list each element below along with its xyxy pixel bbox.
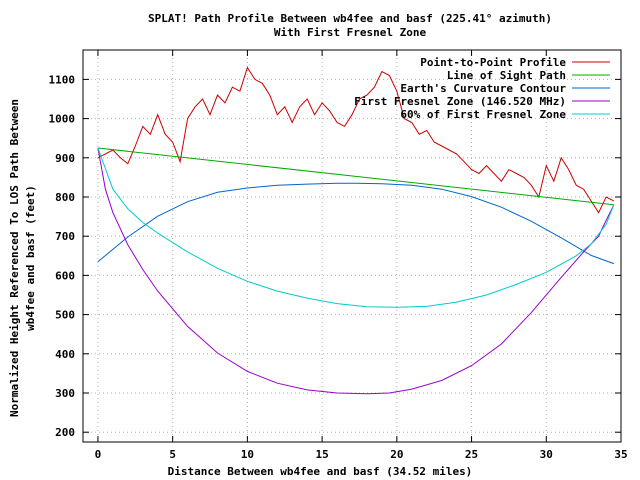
y-tick-label: 700 (55, 230, 75, 243)
series-line-earth-s-curvature-contour (97, 182, 614, 265)
y-axis-label: Normalized Height Referenced To LOS Path… (8, 99, 21, 417)
x-tick-label: 10 (241, 448, 254, 461)
series-line-first-fresnel-zone-146-520-mhz (97, 147, 615, 395)
y-tick-label: 300 (55, 387, 75, 400)
series-layer (97, 66, 615, 395)
x-tick-label: 25 (465, 448, 478, 461)
x-tick-label: 35 (614, 448, 627, 461)
x-tick-label: 15 (315, 448, 328, 461)
y-tick-label: 1000 (49, 113, 76, 126)
series-line-60-of-first-fresnel-zone (97, 147, 615, 308)
legend-label: First Fresnel Zone (146.520 MHz) (354, 95, 566, 108)
y-tick-label: 800 (55, 191, 75, 204)
plot-frame (82, 49, 622, 443)
y-tick-label: 600 (55, 269, 75, 282)
y-tick-label: 200 (55, 426, 75, 439)
x-tick-label: 5 (169, 448, 176, 461)
legend-label: Line of Sight Path (447, 69, 566, 82)
y-tick-label: 900 (55, 152, 75, 165)
legend-label: Point-to-Point Profile (420, 56, 566, 69)
y-tick-label: 500 (55, 309, 75, 322)
ticks: 0 5 10 15 20 25 30 35 200 300 400 500 600 700 800 900 10… (49, 50, 628, 461)
x-tick-label: 0 (95, 448, 102, 461)
legend-label: 60% of First Fresnel Zone (400, 108, 566, 121)
series-line-line-of-sight-path (97, 147, 614, 206)
x-tick-label: 20 (390, 448, 403, 461)
legend-label: Earth's Curvature Contour (400, 82, 566, 95)
chart-subtitle: With First Fresnel Zone (274, 26, 427, 39)
chart-title: SPLAT! Path Profile Between wb4fee and b… (148, 12, 552, 25)
y-axis-label-line2: wb4fee and basf (feet) (24, 185, 37, 331)
y-tick-label: 400 (55, 348, 75, 361)
y-tick-label: 1100 (49, 73, 76, 86)
x-axis-label: Distance Between wb4fee and basf (34.52 … (168, 465, 473, 478)
series-line-point-to-point-profile (97, 66, 615, 214)
x-tick-label: 30 (540, 448, 553, 461)
